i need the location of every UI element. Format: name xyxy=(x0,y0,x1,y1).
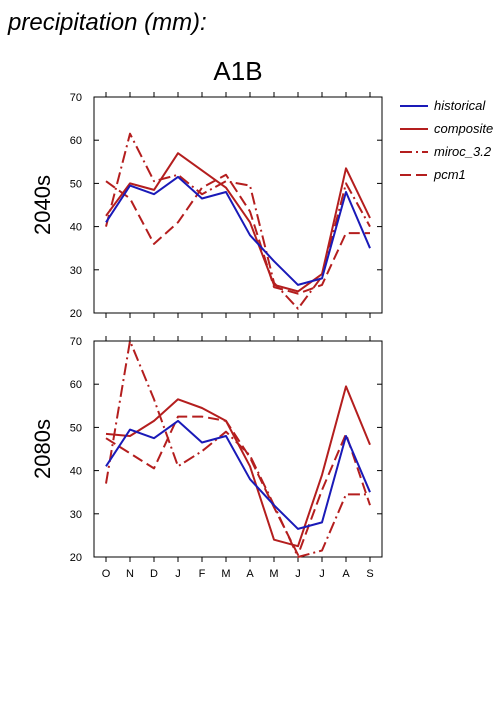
legend-label: miroc_3.2 xyxy=(434,144,492,159)
panel-2080s-ytick-label: 50 xyxy=(70,422,82,434)
panel-2040s-series-composite xyxy=(105,152,371,293)
panel-2080s-series-pcm1 xyxy=(105,415,371,556)
panel-2080s-ytick-label: 30 xyxy=(70,509,82,521)
panel-2040s-series-historical xyxy=(105,175,371,286)
panel-2040s-ytick-label: 20 xyxy=(70,308,82,320)
xtick-label: M xyxy=(269,568,278,580)
panel-label: 2080s xyxy=(30,419,55,479)
panel-label: 2040s xyxy=(30,175,55,235)
legend-label: historical xyxy=(434,98,486,113)
xtick-label: S xyxy=(366,568,373,580)
xtick-label: A xyxy=(246,568,254,580)
panel-2040s-ytick-label: 60 xyxy=(70,135,82,147)
xtick-label: A xyxy=(342,568,350,580)
panel-2040s-frame xyxy=(93,96,383,314)
xtick-label: D xyxy=(150,568,158,580)
chart-title: A1B xyxy=(213,56,262,86)
panel-2080s-series-composite xyxy=(105,385,371,548)
legend-label: composite xyxy=(434,121,493,136)
panel-2080s-ytick-label: 70 xyxy=(70,336,82,348)
panel-2080s-ytick-label: 60 xyxy=(70,379,82,391)
panel-2040s-ytick-label: 70 xyxy=(70,92,82,104)
panel-2080s-series-miroc-3-2 xyxy=(105,340,370,558)
panel-2080s-ytick-label: 20 xyxy=(70,552,82,564)
page-title: precipitation (mm): xyxy=(7,9,207,36)
panel-2080s-ytick-label: 40 xyxy=(70,466,82,478)
panel-2040s-series-pcm1 xyxy=(105,173,370,295)
panel-2040s-series-miroc-3-2 xyxy=(105,132,371,310)
xtick-label: J xyxy=(319,568,325,580)
xtick-label: M xyxy=(221,568,230,580)
legend-label: pcm1 xyxy=(433,167,466,182)
xtick-label: J xyxy=(175,568,181,580)
panel-2040s-ytick-label: 30 xyxy=(70,265,82,277)
panel-2080s-frame xyxy=(93,340,383,558)
panel-2040s-ytick-label: 40 xyxy=(70,222,82,234)
xtick-label: J xyxy=(295,568,301,580)
panel-2080s-series-historical xyxy=(105,419,371,530)
panel-2040s-ytick-label: 50 xyxy=(70,178,82,190)
xtick-label: F xyxy=(199,568,206,580)
xtick-label: O xyxy=(102,568,111,580)
xtick-label: N xyxy=(126,568,134,580)
